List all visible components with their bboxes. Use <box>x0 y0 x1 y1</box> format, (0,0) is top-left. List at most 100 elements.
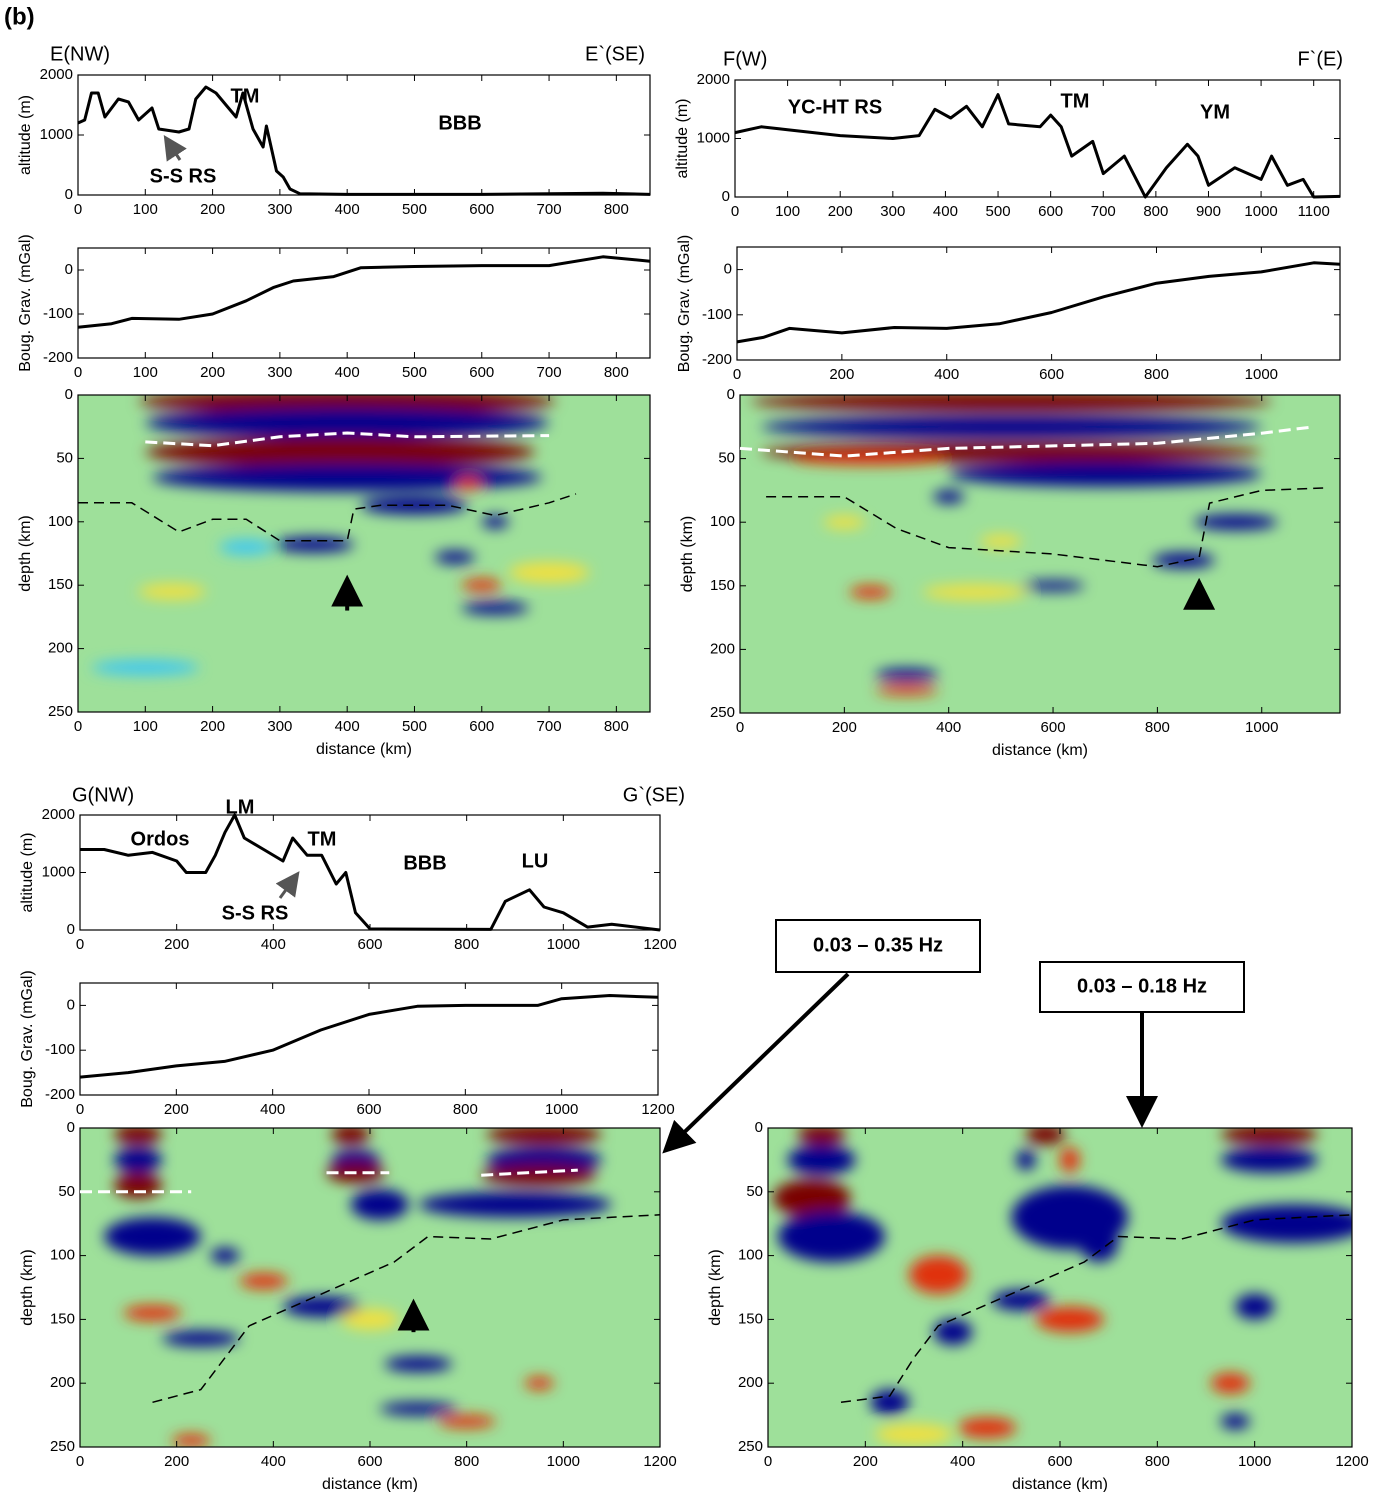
y-axis-label: altitude (m) <box>19 832 36 912</box>
amplitude-blob <box>437 1415 496 1428</box>
amplitude-blob <box>777 1210 885 1262</box>
y-tick-label: 150 <box>738 1310 763 1327</box>
amplitude-blob <box>524 1376 554 1390</box>
feature-label: YM <box>1200 101 1230 123</box>
feature-label: TM <box>308 828 337 850</box>
y-tick-label: 1000 <box>40 126 73 143</box>
y-tick-label: 2000 <box>42 806 75 823</box>
profile-line <box>736 261 1341 344</box>
y-tick-label: 0 <box>727 386 735 403</box>
amplitude-blob <box>1079 1223 1119 1262</box>
x-tick-label: 500 <box>402 364 427 381</box>
x-tick-label: 100 <box>133 718 158 735</box>
x-tick-label: 600 <box>1039 366 1064 383</box>
feature-label: S-S RS <box>150 165 217 187</box>
amplitude-blob <box>379 1402 458 1416</box>
amplitude-blob <box>875 668 939 682</box>
amplitude-blob <box>909 1255 968 1294</box>
axes-frame <box>77 394 651 713</box>
amplitude-blob <box>1210 1372 1250 1394</box>
freq-box <box>1039 961 1245 1013</box>
y-tick-label: 0 <box>65 261 73 278</box>
y-tick-label: 150 <box>710 577 735 594</box>
x-tick-label: 400 <box>260 1101 285 1118</box>
amplitude-blob <box>434 550 476 564</box>
axes-frame <box>79 982 659 1096</box>
x-tick-label: 0 <box>764 1453 772 1470</box>
x-tick-label: 700 <box>1091 203 1116 220</box>
x-tick-label: 400 <box>335 718 360 735</box>
y-tick-label: 150 <box>48 576 73 593</box>
y-tick-label: 0 <box>67 1119 75 1136</box>
y-tick-label: 250 <box>738 1438 763 1455</box>
amplitude-blob <box>1220 1413 1250 1430</box>
y-axis-label: Boug. Grav. (mGal) <box>17 234 34 372</box>
panel-label: (b) <box>4 3 35 30</box>
amplitude-blob <box>797 1128 846 1145</box>
x-tick-label: 400 <box>933 203 958 220</box>
x-tick-label: 100 <box>133 201 158 218</box>
amplitude-blob <box>138 395 556 415</box>
profile-line <box>80 813 661 932</box>
y-tick-label: 200 <box>50 1374 75 1391</box>
amplitude-blob <box>104 1217 201 1256</box>
amplitude-blob <box>772 1179 851 1218</box>
x-tick-label: 0 <box>74 718 82 735</box>
amplitude-blob <box>341 1309 399 1330</box>
y-tick-label: 0 <box>65 186 73 203</box>
x-tick-label: 300 <box>267 201 292 218</box>
interface-line <box>739 425 1315 458</box>
x-tick-label: 200 <box>200 718 225 735</box>
amplitude-blob <box>418 1191 612 1218</box>
y-tick-label: 50 <box>58 1183 75 1200</box>
x-tick-label: 0 <box>76 936 84 953</box>
amplitude-blob <box>384 1356 453 1372</box>
x-axis-label: distance (km) <box>1012 1476 1108 1492</box>
amplitude-blob <box>933 1319 973 1345</box>
feature-label: BBB <box>438 112 481 134</box>
pointer-arrow <box>275 871 300 899</box>
x-axis-label: distance (km) <box>322 1476 418 1492</box>
x-tick-label: 400 <box>950 1453 975 1470</box>
y-axis-label: depth (km) <box>679 516 696 592</box>
x-tick-label: 0 <box>76 1101 84 1118</box>
x-tick-label: 600 <box>357 936 382 953</box>
y-tick-label: 200 <box>48 640 73 657</box>
amplitude-blob <box>91 660 200 676</box>
amplitude-blob <box>1060 1147 1080 1173</box>
x-tick-label: 600 <box>1038 203 1063 220</box>
image-field <box>750 395 1278 696</box>
y-tick-label: 200 <box>710 640 735 657</box>
x-tick-label: 600 <box>469 201 494 218</box>
y-tick-label: 250 <box>48 703 73 720</box>
feature-label: LM <box>226 796 255 818</box>
y-tick-label: 2000 <box>697 71 730 88</box>
y-tick-label: 100 <box>48 513 73 530</box>
amplitude-blob <box>980 534 1022 548</box>
amplitude-blob <box>508 562 590 583</box>
feature-label: S-S RS <box>222 902 289 924</box>
x-tick-label: 0 <box>731 203 739 220</box>
x-tick-label: 1000 <box>547 936 580 953</box>
x-tick-label: 500 <box>402 201 427 218</box>
amplitude-blob <box>331 1128 370 1145</box>
y-tick-label: 200 <box>738 1374 763 1391</box>
x-tick-label: 400 <box>934 366 959 383</box>
image-blobs <box>750 395 1278 696</box>
x-tick-label: 200 <box>832 719 857 736</box>
amplitude-blob <box>481 1165 598 1186</box>
x-tick-label: 400 <box>261 936 286 953</box>
amplitude-blob <box>1220 1147 1318 1173</box>
amplitude-blob <box>461 578 502 592</box>
y-tick-label: 0 <box>755 1119 763 1136</box>
y-tick-label: 100 <box>50 1247 75 1264</box>
x-tick-label: 1000 <box>1245 719 1278 736</box>
y-tick-label: 100 <box>738 1247 763 1264</box>
x-tick-label: 400 <box>261 1453 286 1470</box>
x-tick-label: 200 <box>200 364 225 381</box>
amplitude-blob <box>787 1144 856 1176</box>
amplitude-blob <box>239 1273 288 1289</box>
amplitude-blob <box>210 1247 240 1264</box>
interface-line <box>766 487 1325 568</box>
